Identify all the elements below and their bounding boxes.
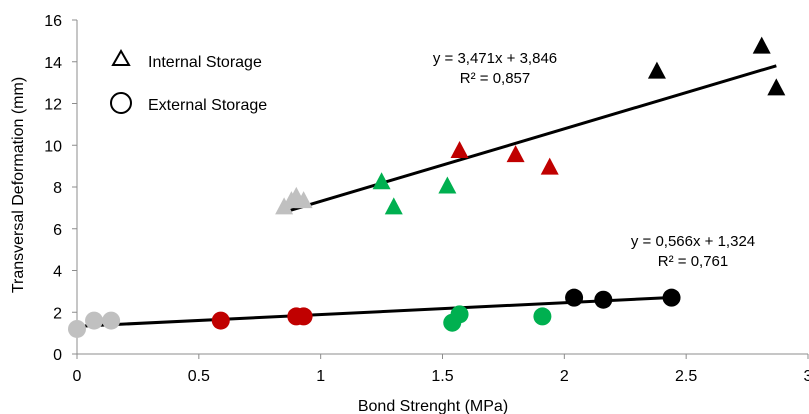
triangle-point [540, 157, 559, 175]
triangle-point [450, 140, 469, 158]
circle-point [565, 288, 584, 307]
circle-point [211, 311, 230, 330]
x-tick-label: 3 [804, 368, 809, 385]
legend-entry-internal: Internal Storage [111, 48, 262, 71]
triangle-point [506, 145, 525, 163]
triangle-point [372, 172, 391, 190]
triangle-point [767, 78, 786, 96]
data-points [68, 36, 786, 338]
y-tick-label: 0 [53, 347, 62, 364]
x-tick-label: 0 [73, 368, 82, 385]
axes [72, 19, 809, 359]
legend-circle-icon [110, 92, 132, 114]
legend-label-internal: Internal Storage [148, 54, 262, 71]
legend-label-external: External Storage [148, 97, 267, 114]
x-tick-label: 0.5 [188, 368, 210, 385]
circle-point [594, 290, 613, 309]
circle-point [450, 305, 469, 324]
circle-point [662, 288, 681, 307]
equation-external-text: y = 0,566x + 1,324 [631, 233, 755, 250]
triangle-point [438, 176, 457, 194]
triangle-point [752, 36, 771, 54]
legend-triangle-icon [111, 48, 131, 66]
trendline-internal [283, 64, 777, 214]
y-tick-label: 14 [44, 55, 62, 72]
triangle-point [647, 61, 666, 79]
equation-internal-text: y = 3,471x + 3,846 [433, 50, 557, 67]
x-tick-label: 1.5 [431, 368, 453, 385]
equation-internal: y = 3,471x + 3,846 R² = 0,857 [433, 50, 557, 87]
y-tick-label: 8 [53, 180, 62, 197]
y-tick-label: 12 [44, 97, 62, 114]
y-tick-label: 10 [44, 138, 62, 155]
triangle-point [384, 197, 403, 215]
circle-point [102, 311, 121, 330]
equation-external: y = 0,566x + 1,324 R² = 0,761 [631, 233, 755, 270]
circle-point [68, 319, 86, 338]
y-tick-label: 16 [44, 13, 62, 30]
y-tick-label: 6 [53, 222, 62, 239]
x-tick-label: 2.5 [675, 368, 697, 385]
x-tick-label: 2 [560, 368, 569, 385]
circle-point [85, 311, 104, 330]
x-tick-label: 1 [316, 368, 325, 385]
circle-point [294, 307, 313, 326]
r2-external-text: R² = 0,761 [658, 253, 728, 270]
legend: Internal Storage External Storage [110, 48, 267, 114]
tick-labels: 0 0.5 1 1.5 2 2.5 3 0 2 4 6 8 10 12 14 16 [44, 13, 809, 385]
triangle-point [294, 191, 313, 209]
x-axis-title: Bond Strenght (MPa) [358, 398, 508, 414]
y-tick-label: 2 [53, 305, 62, 322]
legend-entry-external: External Storage [110, 92, 267, 114]
r2-internal-text: R² = 0,857 [460, 70, 530, 87]
circle-point [533, 307, 552, 326]
y-tick-label: 4 [53, 264, 62, 281]
trendline-external [76, 296, 672, 328]
y-axis-title: Transversal Deformation (mm) [10, 77, 27, 293]
